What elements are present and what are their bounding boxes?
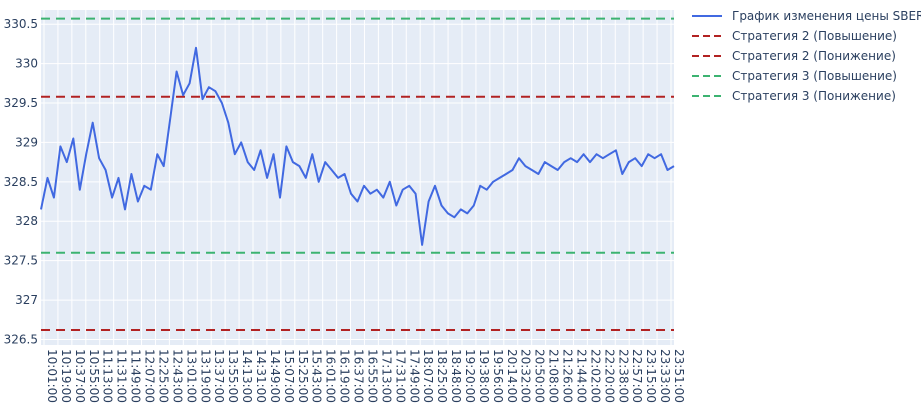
x-tick-label: 18:48:00	[449, 349, 463, 403]
y-tick-label: 330	[15, 57, 38, 71]
gridlines	[41, 10, 674, 345]
x-tick-label: 10:19:00	[59, 349, 73, 403]
x-tick-label: 16:19:00	[338, 349, 352, 403]
x-tick-label: 12:07:00	[143, 349, 157, 403]
legend-label: Стратегия 3 (Повышение)	[732, 69, 897, 83]
legend-label: Стратегия 3 (Понижение)	[732, 89, 896, 103]
legend-label: График изменения цены SBER	[732, 9, 921, 23]
x-tick-label: 23:15:00	[644, 349, 658, 403]
x-tick-label: 11:13:00	[101, 349, 115, 403]
x-tick-label: 14:49:00	[268, 349, 282, 403]
x-tick-label: 20:14:00	[505, 349, 519, 403]
x-tick-label: 13:19:00	[198, 349, 212, 403]
reference-lines	[41, 17, 674, 332]
x-tick-label: 21:26:00	[561, 349, 575, 403]
x-tick-label: 11:31:00	[115, 349, 129, 403]
legend-item[interactable]: Стратегия 3 (Понижение)	[692, 89, 896, 103]
legend-item[interactable]: График изменения цены SBER	[692, 9, 921, 23]
x-tick-label: 10:01:00	[45, 349, 59, 403]
x-tick-label: 21:08:00	[547, 349, 561, 403]
y-tick-label: 326.5	[4, 332, 38, 346]
x-tick-label: 15:07:00	[282, 349, 296, 403]
x-tick-label: 17:13:00	[379, 349, 393, 403]
x-tick-label: 12:25:00	[156, 349, 170, 403]
x-tick-label: 23:33:00	[658, 349, 672, 403]
x-tick-label: 19:56:00	[491, 349, 505, 403]
x-tick-label: 22:38:00	[616, 349, 630, 403]
x-tick-label: 20:32:00	[519, 349, 533, 403]
legend-label: Стратегия 2 (Повышение)	[732, 29, 897, 43]
x-tick-label: 23:51:00	[672, 349, 686, 403]
legend-label: Стратегия 2 (Понижение)	[732, 49, 896, 63]
x-tick-label: 16:55:00	[365, 349, 379, 403]
x-tick-label: 13:37:00	[212, 349, 226, 403]
x-tick-label: 14:13:00	[240, 349, 254, 403]
x-tick-label: 10:55:00	[87, 349, 101, 403]
x-tick-label: 13:55:00	[226, 349, 240, 403]
y-tick-label: 328.5	[4, 175, 38, 189]
y-tick-label: 328	[15, 214, 38, 228]
x-tick-label: 20:50:00	[533, 349, 547, 403]
legend-item[interactable]: Стратегия 2 (Повышение)	[692, 29, 897, 43]
x-tick-label: 13:01:00	[184, 349, 198, 403]
x-tick-label: 22:20:00	[602, 349, 616, 403]
x-tick-label: 21:44:00	[574, 349, 588, 403]
x-tick-label: 15:43:00	[310, 349, 324, 403]
plot-background	[41, 10, 674, 345]
price-series	[40, 46, 675, 246]
x-tick-label: 22:57:00	[630, 349, 644, 403]
x-axis-ticks: 10:01:00 10:19:00 10:37:00 10:55:00 11:13:00…	[45, 349, 686, 403]
x-tick-label: 22:02:00	[588, 349, 602, 403]
legend: График изменения цены SBER Стратегия 2 (П…	[692, 9, 921, 103]
x-tick-label: 17:49:00	[407, 349, 421, 403]
price-line	[40, 46, 675, 246]
y-tick-label: 327.5	[4, 254, 38, 268]
y-tick-label: 327	[15, 293, 38, 307]
y-tick-label: 329	[15, 135, 38, 149]
x-tick-label: 19:20:00	[463, 349, 477, 403]
x-tick-label: 10:37:00	[73, 349, 87, 403]
x-tick-label: 18:25:00	[435, 349, 449, 403]
legend-item[interactable]: Стратегия 3 (Повышение)	[692, 69, 897, 83]
x-tick-label: 17:31:00	[393, 349, 407, 403]
x-tick-label: 16:01:00	[324, 349, 338, 403]
x-tick-label: 14:31:00	[254, 349, 268, 403]
x-tick-label: 19:38:00	[477, 349, 491, 403]
y-tick-label: 330.5	[4, 17, 38, 31]
x-tick-label: 11:49:00	[129, 349, 143, 403]
x-tick-label: 16:37:00	[352, 349, 366, 403]
x-tick-label: 12:43:00	[170, 349, 184, 403]
y-tick-label: 329.5	[4, 96, 38, 110]
y-axis-ticks: 326.5 327 327.5 328 328.5 329 329.5 330 330.5	[4, 17, 38, 346]
x-tick-label: 15:25:00	[296, 349, 310, 403]
legend-item[interactable]: Стратегия 2 (Понижение)	[692, 49, 896, 63]
x-tick-label: 18:07:00	[421, 349, 435, 403]
